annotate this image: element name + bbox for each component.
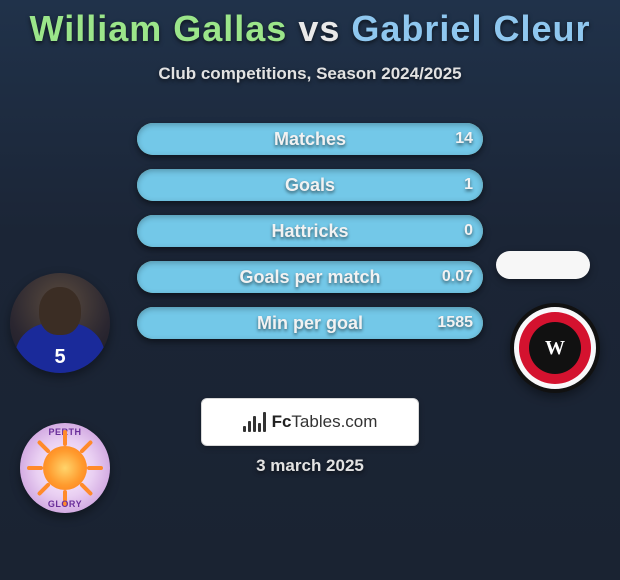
stat-bar-fill xyxy=(137,169,483,201)
stat-row: Hattricks0 xyxy=(137,215,483,247)
player2-avatar-placeholder xyxy=(496,251,590,279)
club-right-monogram: W xyxy=(545,337,565,360)
club-left-line2: GLORY xyxy=(20,499,110,509)
subtitle: Club competitions, Season 2024/2025 xyxy=(0,64,620,84)
player1-avatar: 5 xyxy=(10,273,110,373)
brand-domain: .com xyxy=(341,412,378,431)
title-player2: Gabriel Cleur xyxy=(351,8,590,49)
stat-bar-fill xyxy=(137,215,483,247)
stat-value-right: 0.07 xyxy=(442,261,473,293)
date-text: 3 march 2025 xyxy=(0,456,620,476)
content-area: 5 PERTH GLORY W Matches14Goals1Hattricks… xyxy=(0,123,620,353)
comparison-bars: Matches14 Goals1 Hattricks0 Goals per match… xyxy=(137,123,483,339)
stat-value-right: 1 xyxy=(464,169,473,201)
stat-bar-fill xyxy=(137,261,483,293)
sun-ray-icon xyxy=(79,482,93,496)
sun-ray-icon xyxy=(63,430,67,446)
stat-value-right: 1585 xyxy=(437,307,473,339)
stat-bar-fill xyxy=(137,123,483,155)
brand-light: Tables xyxy=(291,412,340,431)
club-right-inner: W xyxy=(529,322,581,374)
brand-card[interactable]: FcTables.com xyxy=(201,398,419,446)
page-title: William Gallas vs Gabriel Cleur xyxy=(0,8,620,50)
sun-ray-icon xyxy=(37,440,51,454)
brand-logo-icon xyxy=(243,412,266,432)
stat-row: Min per goal1585 xyxy=(137,307,483,339)
stat-row: Goals per match0.07 xyxy=(137,261,483,293)
brand-text: FcTables.com xyxy=(272,412,378,432)
club-right-ring: W xyxy=(519,312,591,384)
stat-value-right: 14 xyxy=(455,123,473,155)
stat-bar-fill xyxy=(137,307,483,339)
player1-jersey-number: 5 xyxy=(54,346,65,369)
title-player1: William Gallas xyxy=(30,8,288,49)
player1-head xyxy=(39,287,81,335)
player2-club-badge: W xyxy=(510,303,600,393)
brand-strong: Fc xyxy=(272,412,292,431)
title-vs: vs xyxy=(298,8,340,49)
sun-ray-icon xyxy=(79,440,93,454)
stat-row: Matches14 xyxy=(137,123,483,155)
stat-value-right: 0 xyxy=(464,215,473,247)
stat-row: Goals1 xyxy=(137,169,483,201)
sun-ray-icon xyxy=(37,482,51,496)
